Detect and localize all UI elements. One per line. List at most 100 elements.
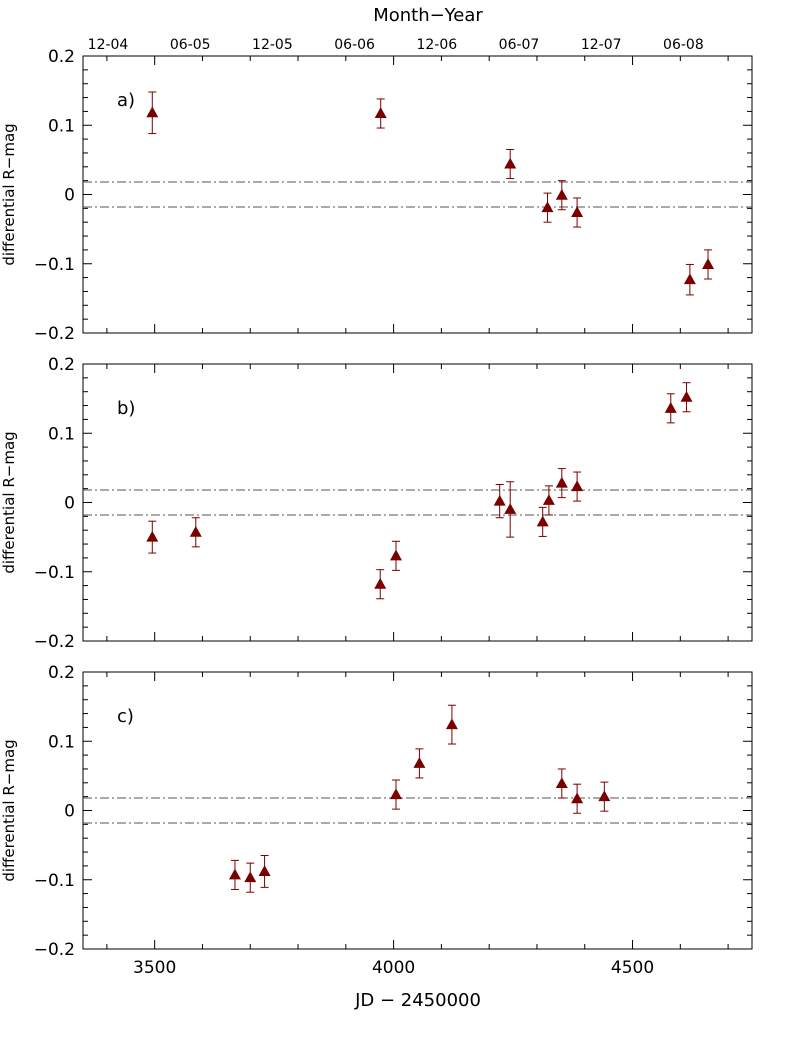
data-point <box>680 382 693 413</box>
triangle-marker <box>189 525 202 537</box>
y-tick-label: 0.1 <box>48 116 75 136</box>
triangle-marker <box>374 577 387 589</box>
y-tick-label: 0.2 <box>48 663 75 683</box>
y-tick-label: −0.2 <box>34 324 75 344</box>
y-axis-title: differential R−mag <box>0 739 18 881</box>
triangle-marker <box>664 402 677 413</box>
data-point <box>571 197 584 228</box>
plot-frame <box>82 671 753 950</box>
top-axis-tick-label: 12-04 <box>88 37 129 53</box>
triangle-marker <box>555 476 568 488</box>
data-point <box>541 192 554 223</box>
panel-label: c) <box>117 706 134 727</box>
top-axis-tick-label: 12-06 <box>416 37 457 53</box>
triangle-marker <box>389 549 402 561</box>
y-tick-label: −0.1 <box>34 255 75 275</box>
y-tick-label: 0.1 <box>48 732 75 752</box>
y-tick-label: −0.1 <box>34 871 75 891</box>
data-point <box>244 862 257 893</box>
chart-panel: −0.2 −0.1 0 0.1 0.2 differential R−mag b) <box>0 355 753 652</box>
y-tick-label: −0.2 <box>34 940 75 960</box>
data-point <box>598 781 611 812</box>
data-point <box>542 485 555 516</box>
data-point <box>389 779 402 810</box>
chart-panel: −0.2 −0.1 0 0.1 0.2 3500 4000 4500 differential … <box>0 663 753 978</box>
data-point <box>702 249 715 280</box>
x-tick-label: 3500 <box>133 958 176 978</box>
data-point <box>555 768 568 799</box>
triangle-marker <box>571 206 584 218</box>
triangle-marker <box>680 390 693 402</box>
y-tick-label: 0 <box>64 802 75 822</box>
plot-frame <box>82 55 753 334</box>
top-axis-tick-label: 12-07 <box>581 37 622 53</box>
triangle-marker <box>445 718 458 730</box>
triangle-marker <box>228 868 241 880</box>
triangle-marker <box>555 777 568 788</box>
triangle-marker <box>258 865 271 876</box>
y-axis-title: differential R−mag <box>0 431 18 573</box>
triangle-marker <box>541 201 554 213</box>
triangle-marker <box>536 515 549 527</box>
top-axis-tick-label: 06-07 <box>499 37 540 53</box>
triangle-marker <box>702 258 715 269</box>
data-point <box>374 569 387 600</box>
data-point <box>571 783 584 814</box>
triangle-marker <box>493 494 506 506</box>
chart-panel: −0.2 −0.1 0 0.1 0.2 differential R−mag a) <box>0 47 753 344</box>
y-tick-label: 0.2 <box>48 355 75 375</box>
data-point <box>504 148 517 180</box>
plot-frame <box>82 363 753 642</box>
top-axis-tick-label: 06-06 <box>334 37 375 53</box>
y-tick-label: 0 <box>64 494 75 514</box>
top-axis-tick-label: 06-08 <box>663 37 704 53</box>
top-axis-title: Month−Year <box>373 5 483 26</box>
data-point <box>258 855 271 888</box>
triangle-marker <box>146 530 159 542</box>
y-tick-label: 0.2 <box>48 47 75 67</box>
y-axis-title: differential R−mag <box>0 123 18 265</box>
panel-label: a) <box>117 90 135 111</box>
data-point <box>664 393 677 424</box>
data-point <box>146 520 159 554</box>
x-axis-title: JD − 2450000 <box>354 990 481 1011</box>
triangle-marker <box>413 757 426 768</box>
triangle-marker <box>504 157 517 169</box>
triangle-marker <box>571 792 584 804</box>
x-tick-label: 4500 <box>611 958 654 978</box>
top-axis-tick-label: 06-05 <box>170 37 211 53</box>
data-point <box>228 859 241 890</box>
y-tick-label: 0.1 <box>48 424 75 444</box>
triangle-marker <box>374 107 387 118</box>
y-tick-label: 0 <box>64 186 75 206</box>
data-point <box>536 506 549 537</box>
triangle-marker <box>542 494 555 505</box>
triangle-marker <box>571 480 584 492</box>
data-point <box>555 468 568 499</box>
top-axis-tick-label: 12-05 <box>252 37 293 53</box>
data-point <box>389 540 402 571</box>
triangle-marker <box>146 106 159 118</box>
triangle-marker <box>598 790 611 802</box>
triangle-marker <box>683 273 696 285</box>
data-point <box>146 91 159 135</box>
x-tick-label: 4000 <box>372 958 415 978</box>
data-point <box>413 748 426 779</box>
top-axis-tick-labels: 12-04 06-05 12-05 06-06 12-06 06-07 12-07 06-08 <box>88 37 704 53</box>
data-point <box>493 483 506 519</box>
triangle-marker <box>555 188 568 200</box>
data-point <box>571 471 584 502</box>
panel-label: b) <box>117 398 135 419</box>
triangle-marker <box>504 503 517 514</box>
triangle-marker <box>389 788 402 800</box>
data-point <box>374 98 387 129</box>
data-point <box>445 704 458 745</box>
triangle-marker <box>244 871 257 883</box>
data-point <box>189 517 202 548</box>
data-point <box>683 263 696 296</box>
y-tick-label: −0.2 <box>34 632 75 652</box>
data-point <box>555 180 568 211</box>
y-tick-label: −0.1 <box>34 563 75 583</box>
